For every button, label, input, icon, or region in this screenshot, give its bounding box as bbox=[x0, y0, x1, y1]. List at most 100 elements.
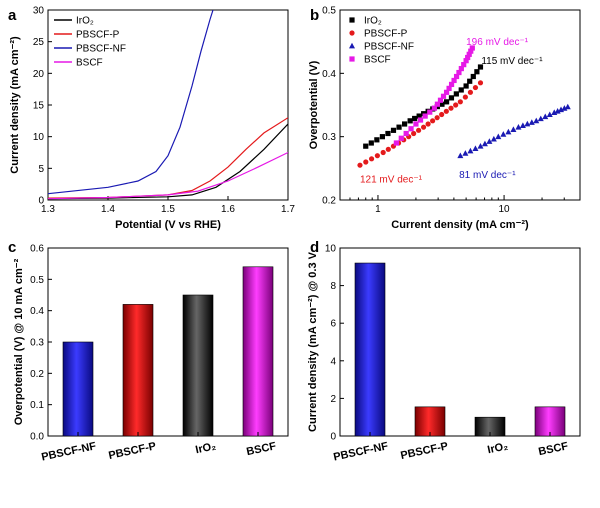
y-tick-label: 0.4 bbox=[30, 306, 44, 317]
legend-label-pbscf-p: PBSCF-P bbox=[76, 30, 120, 41]
data-point bbox=[434, 101, 441, 107]
data-point bbox=[462, 150, 469, 156]
data-point bbox=[363, 159, 369, 165]
data-point bbox=[408, 126, 414, 132]
data-point bbox=[448, 81, 455, 88]
y-axis-label: Overpotential (V) bbox=[308, 60, 320, 149]
data-point bbox=[472, 84, 479, 91]
y-tick-label: 2 bbox=[330, 394, 336, 405]
data-point bbox=[453, 91, 459, 97]
y-tick-label: 0.0 bbox=[30, 432, 44, 443]
data-point bbox=[422, 113, 428, 119]
y-axis-label: Overpotential (V) @ 10 mA cm⁻² bbox=[13, 258, 25, 425]
data-point bbox=[431, 105, 437, 111]
plot-frame bbox=[339, 247, 581, 437]
y-tick-label: 0 bbox=[38, 196, 44, 207]
x-axis-label: Current density (mA cm⁻²) bbox=[391, 219, 529, 231]
data-point bbox=[474, 69, 480, 75]
data-point bbox=[558, 106, 565, 113]
legend-marker-bscf bbox=[349, 56, 355, 62]
data-point bbox=[446, 85, 452, 91]
y-tick-label: 0.4 bbox=[322, 69, 336, 80]
data-point bbox=[456, 69, 462, 76]
y-tick-label: 0.5 bbox=[322, 6, 336, 17]
data-point bbox=[458, 65, 464, 72]
legend-label-pbscf-p: PBSCF-P bbox=[364, 29, 408, 40]
plot-frame bbox=[339, 9, 581, 201]
y-axis-label: Current density (mA cm⁻²) @ 0.3 V bbox=[307, 251, 319, 432]
x-tick-label: 1.5 bbox=[161, 204, 175, 215]
data-point bbox=[439, 101, 445, 107]
data-point bbox=[379, 134, 385, 140]
data-point bbox=[453, 73, 460, 80]
bar-pbscf-nf bbox=[62, 341, 94, 437]
legend-label-pbscf-nf: PBSCF-NF bbox=[76, 44, 126, 55]
x-category-label-pbscf-nf: PBSCF-NF bbox=[332, 440, 389, 463]
data-point bbox=[505, 128, 512, 135]
data-point bbox=[374, 137, 380, 143]
x-tick-label: 1 bbox=[375, 204, 381, 215]
x-tick-label: 1.3 bbox=[41, 204, 55, 215]
data-point bbox=[465, 54, 471, 61]
data-point bbox=[368, 140, 374, 146]
legend-marker-pbscf-p bbox=[349, 30, 355, 36]
data-point bbox=[448, 95, 455, 101]
legend-label-iro: IrO₂ bbox=[364, 16, 382, 27]
data-point bbox=[495, 133, 502, 140]
data-point bbox=[467, 89, 474, 95]
data-point bbox=[486, 138, 493, 144]
panel-label-b: b bbox=[310, 7, 319, 24]
data-point bbox=[554, 107, 561, 114]
data-point bbox=[463, 83, 469, 89]
y-tick-label: 30 bbox=[33, 6, 45, 17]
x-category-label-iro: IrO₂ bbox=[486, 440, 509, 456]
series-lines bbox=[48, 10, 288, 200]
series-pbscf-nf bbox=[457, 103, 571, 159]
slope-annotation: 121 mV dec⁻¹ bbox=[360, 174, 423, 185]
y-tick-label: 25 bbox=[33, 37, 45, 48]
series-iro bbox=[363, 64, 484, 149]
bar-pbscf-nf bbox=[354, 262, 386, 437]
data-point bbox=[448, 105, 454, 111]
legend-label-bscf: BSCF bbox=[364, 55, 391, 66]
data-point bbox=[385, 146, 391, 152]
panel-a-polarization-curves: 1.3 1.4 1.5 1.6 1.7 0 5 10 15 20 25 30 Potential (V … bbox=[9, 6, 295, 232]
data-point bbox=[524, 120, 531, 127]
series-line-pbscf-p bbox=[48, 117, 288, 199]
data-point bbox=[453, 102, 459, 108]
data-point bbox=[500, 131, 507, 137]
data-point bbox=[561, 105, 568, 111]
data-point bbox=[457, 99, 463, 105]
y-tick-label: 0.3 bbox=[322, 132, 336, 143]
x-tick-label: 10 bbox=[499, 204, 511, 215]
y-tick-label: 0.1 bbox=[30, 400, 44, 411]
data-point bbox=[420, 124, 427, 130]
y-tick-label: 15 bbox=[33, 101, 45, 112]
data-point bbox=[458, 87, 464, 93]
y-tick-label: 10 bbox=[325, 244, 337, 255]
data-point bbox=[519, 122, 526, 128]
data-point bbox=[413, 121, 419, 127]
data-point bbox=[437, 97, 444, 103]
panel-label-c: c bbox=[8, 239, 16, 256]
legend-label-iro: IrO₂ bbox=[76, 16, 94, 27]
x-tick-label: 1.7 bbox=[281, 204, 295, 215]
data-point bbox=[380, 149, 386, 156]
series-line-iro bbox=[48, 123, 288, 200]
data-point bbox=[368, 156, 375, 162]
y-tick-label: 5 bbox=[38, 164, 44, 175]
data-point bbox=[357, 162, 363, 168]
slope-annotation: 81 mV dec⁻¹ bbox=[459, 170, 516, 181]
y-axis-label: Current density (mA cm⁻²) bbox=[9, 36, 21, 174]
data-point bbox=[398, 135, 404, 141]
data-point bbox=[551, 109, 558, 115]
x-category-label-pbscf-nf: PBSCF-NF bbox=[40, 440, 97, 463]
y-tick-label: 0.5 bbox=[30, 275, 44, 286]
panel-d-current-density-bars: 0 2 4 6 8 10 Current density (mA cm⁻²) @ 0.3 V… bbox=[307, 244, 581, 464]
data-point bbox=[469, 45, 475, 51]
series-bscf bbox=[393, 45, 475, 146]
data-point bbox=[468, 48, 474, 54]
data-point bbox=[470, 73, 476, 80]
data-point bbox=[390, 127, 397, 133]
data-point bbox=[416, 127, 422, 133]
